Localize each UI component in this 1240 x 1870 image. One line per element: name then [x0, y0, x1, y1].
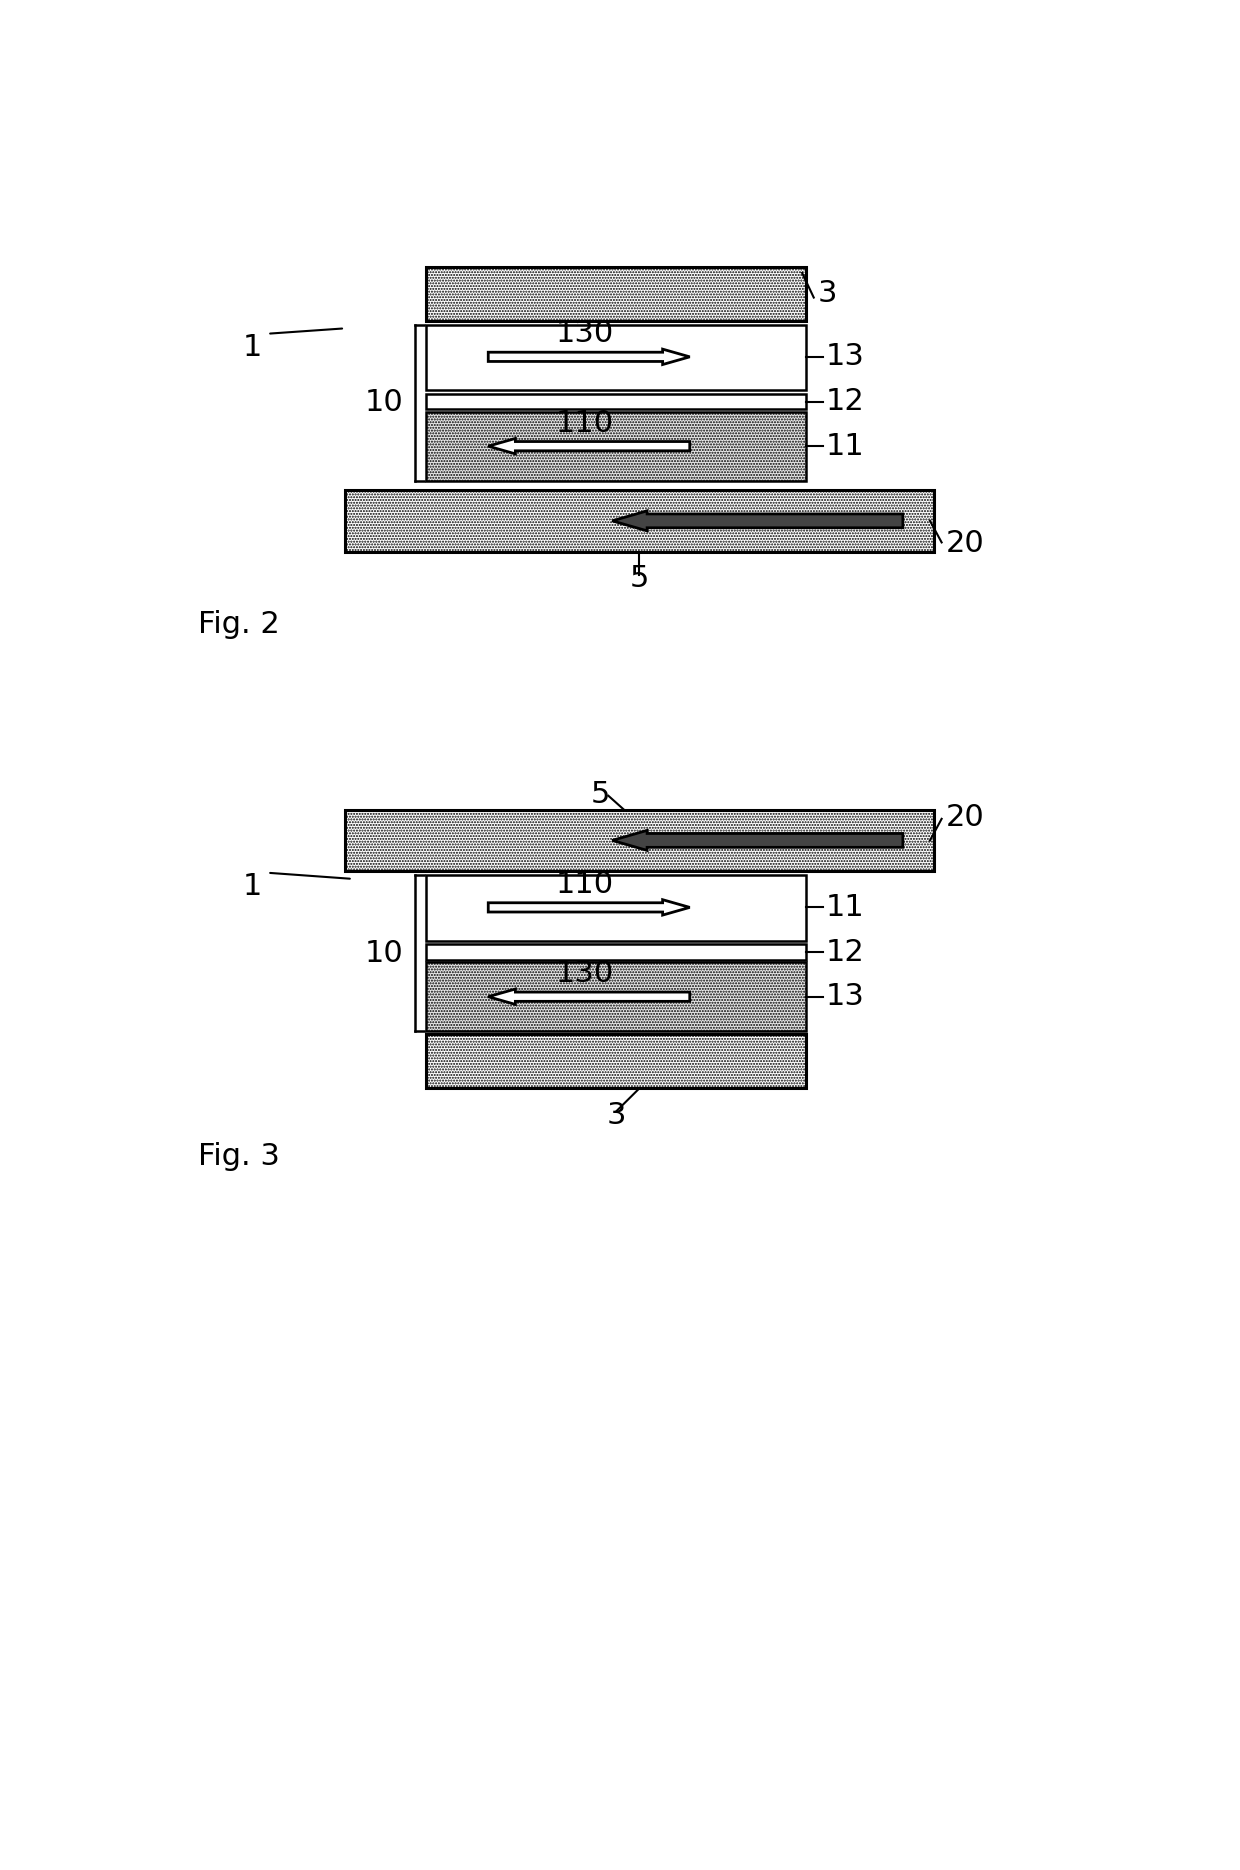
Polygon shape — [489, 989, 689, 1004]
Polygon shape — [613, 511, 903, 531]
Text: Fig. 3: Fig. 3 — [197, 1141, 279, 1171]
Text: Fig. 2: Fig. 2 — [197, 610, 279, 640]
Text: 10: 10 — [365, 939, 403, 967]
Bar — [427, 961, 806, 1032]
Text: 11: 11 — [826, 432, 864, 460]
Text: 110: 110 — [556, 870, 614, 899]
Text: 13: 13 — [826, 982, 864, 1012]
Text: 10: 10 — [365, 389, 403, 417]
Polygon shape — [489, 899, 689, 914]
Text: 3: 3 — [606, 1101, 626, 1129]
Text: 1: 1 — [242, 333, 262, 363]
Text: 3: 3 — [817, 279, 837, 309]
Text: 130: 130 — [556, 320, 614, 348]
Bar — [345, 490, 934, 552]
Polygon shape — [489, 438, 689, 454]
Bar — [427, 1034, 806, 1088]
Text: 130: 130 — [556, 959, 614, 987]
Polygon shape — [489, 350, 689, 365]
Text: 1: 1 — [242, 871, 262, 901]
Bar — [345, 810, 934, 871]
Text: 13: 13 — [826, 342, 864, 372]
Text: 12: 12 — [826, 387, 864, 415]
Polygon shape — [613, 830, 903, 851]
Text: 5: 5 — [591, 780, 610, 808]
Text: 12: 12 — [826, 937, 864, 967]
Bar — [427, 395, 806, 410]
Text: 20: 20 — [945, 802, 985, 832]
Bar — [427, 875, 806, 941]
Text: 11: 11 — [826, 892, 864, 922]
Bar — [427, 944, 806, 959]
Text: 20: 20 — [945, 529, 985, 559]
Bar — [427, 411, 806, 481]
Text: 110: 110 — [556, 408, 614, 438]
Text: 5: 5 — [630, 565, 649, 593]
Bar — [427, 267, 806, 320]
Bar — [427, 325, 806, 391]
